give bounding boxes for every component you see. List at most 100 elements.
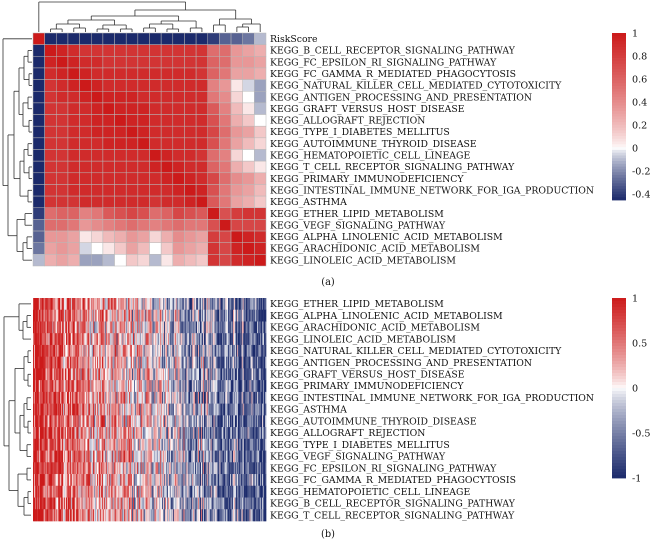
heatmap-cell bbox=[172, 230, 185, 243]
heatmap-cell bbox=[99, 403, 101, 416]
heatmap-cell bbox=[217, 321, 219, 334]
heatmap-cell bbox=[72, 380, 75, 393]
heatmap-cell bbox=[173, 497, 176, 510]
heatmap-cell bbox=[210, 298, 212, 311]
heatmap-cell bbox=[182, 474, 184, 487]
heatmap-cell bbox=[160, 172, 174, 185]
heatmap-cell bbox=[64, 427, 66, 440]
heatmap-cell bbox=[72, 356, 75, 369]
heatmap-cell bbox=[147, 298, 149, 311]
heatmap-cell bbox=[89, 462, 91, 475]
heatmap-cell bbox=[32, 219, 45, 232]
heatmap-cell bbox=[50, 450, 52, 463]
heatmap-cell bbox=[219, 298, 221, 311]
heatmap-cell bbox=[124, 438, 126, 451]
heatmap-cell bbox=[223, 344, 225, 357]
heatmap-cell bbox=[235, 415, 238, 428]
heatmap-cell bbox=[84, 474, 86, 487]
heatmap-cell bbox=[138, 450, 141, 463]
heatmap-cell bbox=[207, 230, 220, 243]
heatmap-cell bbox=[236, 298, 239, 311]
heatmap-cell bbox=[73, 474, 76, 487]
heatmap-cell bbox=[169, 344, 172, 357]
heatmap-cell bbox=[231, 380, 233, 393]
heatmap-cell bbox=[195, 56, 209, 69]
heatmap-cell bbox=[206, 333, 209, 346]
heatmap-cell bbox=[204, 438, 207, 451]
heatmap-cell bbox=[156, 298, 158, 311]
heatmap-cell bbox=[97, 333, 99, 346]
heatmap-cell bbox=[239, 485, 242, 498]
heatmap-cell bbox=[40, 450, 43, 463]
heatmap-cell bbox=[219, 462, 221, 475]
heatmap-cell bbox=[90, 321, 92, 334]
heatmap-cell bbox=[78, 356, 80, 369]
heatmap-cell bbox=[105, 415, 108, 428]
heatmap-cell bbox=[94, 321, 96, 334]
heatmap-cell bbox=[42, 321, 45, 334]
heatmap-cell bbox=[203, 391, 206, 404]
heatmap-cell bbox=[212, 403, 214, 416]
heatmap-cell bbox=[174, 427, 177, 440]
heatmap-cell bbox=[37, 391, 40, 404]
heatmap-cell bbox=[190, 438, 192, 451]
heatmap-cell bbox=[164, 450, 166, 463]
heatmap-cell bbox=[221, 368, 223, 381]
heatmap-cell bbox=[42, 485, 45, 498]
heatmap-cell bbox=[44, 438, 46, 451]
heatmap-cell bbox=[66, 450, 68, 463]
heatmap-cell bbox=[218, 427, 220, 440]
heatmap-cell bbox=[157, 415, 159, 428]
heatmap-cell bbox=[36, 509, 39, 522]
heatmap-cell bbox=[56, 415, 58, 428]
heatmap-cell bbox=[247, 462, 249, 475]
heatmap-cell bbox=[136, 497, 139, 510]
heatmap-cell bbox=[252, 368, 254, 381]
heatmap-cell bbox=[157, 497, 159, 510]
heatmap-cell bbox=[176, 497, 178, 510]
heatmap-cell bbox=[230, 427, 232, 440]
heatmap-cell bbox=[219, 427, 221, 440]
heatmap-cell bbox=[184, 403, 186, 416]
heatmap-cell bbox=[243, 309, 245, 322]
heatmap-cell bbox=[198, 321, 200, 334]
heatmap-cell bbox=[251, 450, 253, 463]
heatmap-cell bbox=[148, 298, 150, 311]
heatmap-cell bbox=[165, 344, 167, 357]
heatmap-cell bbox=[265, 321, 267, 334]
heatmap-cell bbox=[125, 242, 139, 255]
heatmap-cell bbox=[93, 438, 95, 451]
heatmap-cell bbox=[147, 391, 149, 404]
heatmap-cell bbox=[83, 321, 85, 334]
heatmap-cell bbox=[92, 321, 94, 334]
heatmap-cell bbox=[153, 344, 155, 357]
heatmap-cell bbox=[147, 438, 149, 451]
heatmap-cell bbox=[167, 438, 170, 451]
heatmap-cell bbox=[108, 356, 111, 369]
heatmap-cell bbox=[159, 380, 161, 393]
heatmap-cell bbox=[53, 427, 55, 440]
colorbar-segment bbox=[612, 127, 626, 131]
heatmap-cell bbox=[102, 356, 105, 369]
colorbar-segment bbox=[612, 58, 626, 62]
heatmap-cell bbox=[95, 380, 97, 393]
heatmap-cell bbox=[230, 137, 243, 150]
heatmap-cell bbox=[136, 427, 139, 440]
heatmap-cell bbox=[172, 160, 185, 174]
heatmap-cell bbox=[159, 415, 161, 428]
heatmap-cell bbox=[200, 380, 203, 393]
heatmap-cell bbox=[230, 333, 232, 346]
heatmap-cell bbox=[35, 344, 38, 357]
heatmap-cell bbox=[52, 427, 54, 440]
heatmap-cell bbox=[73, 321, 76, 334]
heatmap-cell bbox=[192, 415, 194, 428]
heatmap-cell bbox=[200, 309, 203, 322]
heatmap-cell bbox=[229, 391, 231, 404]
heatmap-cell bbox=[213, 321, 215, 334]
heatmap-cell bbox=[130, 403, 132, 416]
heatmap-cell bbox=[225, 415, 227, 428]
heatmap-cell bbox=[69, 333, 72, 346]
heatmap-cell bbox=[225, 403, 227, 416]
heatmap-cell bbox=[174, 438, 177, 451]
heatmap-cell bbox=[207, 485, 210, 498]
